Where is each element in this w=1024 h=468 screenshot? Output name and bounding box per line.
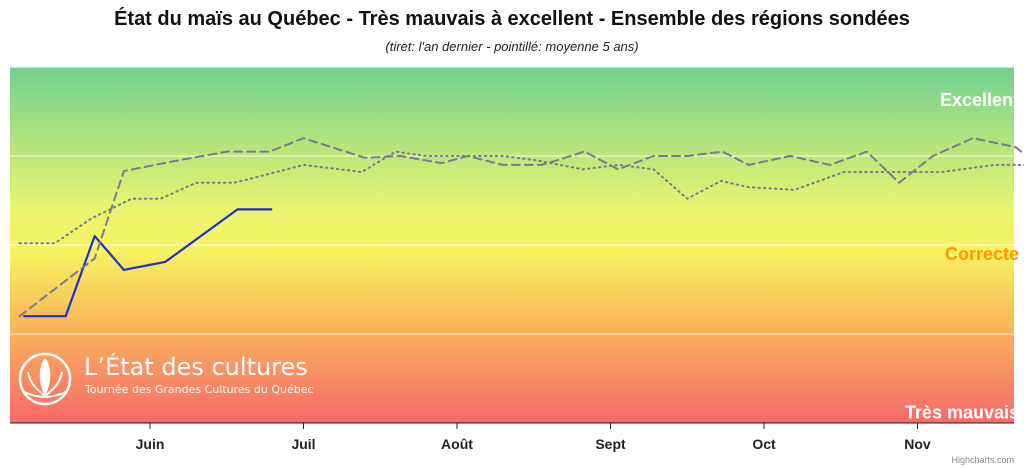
chart-subtitle: (tiret: l'an dernier - pointillé: moyenn… <box>385 39 638 54</box>
credits-text: Highcharts.com <box>951 455 1014 465</box>
series-line-dotted <box>18 150 1024 245</box>
x-axis-ticks: Juin Juil Août Sept Oct Nov <box>136 423 931 452</box>
series-line-dashed <box>18 137 1024 318</box>
band-label: Correcte <box>945 244 1019 264</box>
chart-logo: L’État des cultures Tournée des Grandes … <box>18 352 314 406</box>
series-line-solid <box>23 208 273 318</box>
x-tick-label: Août <box>441 436 473 452</box>
series-layer <box>18 137 1024 318</box>
x-tick-label: Nov <box>904 436 931 452</box>
corn-logo-icon <box>18 352 72 406</box>
x-tick-label: Juil <box>291 436 315 452</box>
band-label: Excellent <box>940 90 1019 110</box>
logo-title: L’État des cultures <box>84 352 308 381</box>
band-labels: Excellent Correcte Très mauvais <box>905 90 1019 422</box>
x-tick-label: Juin <box>136 436 165 452</box>
chart-title: État du maïs au Québec - Très mauvais à … <box>114 7 910 30</box>
logo-subtitle: Tournée des Grandes Cultures du Québec <box>84 383 314 396</box>
band-label: Très mauvais <box>905 402 1019 422</box>
gridlines <box>10 155 1014 335</box>
x-tick-label: Oct <box>752 436 776 452</box>
x-tick-label: Sept <box>595 436 626 452</box>
